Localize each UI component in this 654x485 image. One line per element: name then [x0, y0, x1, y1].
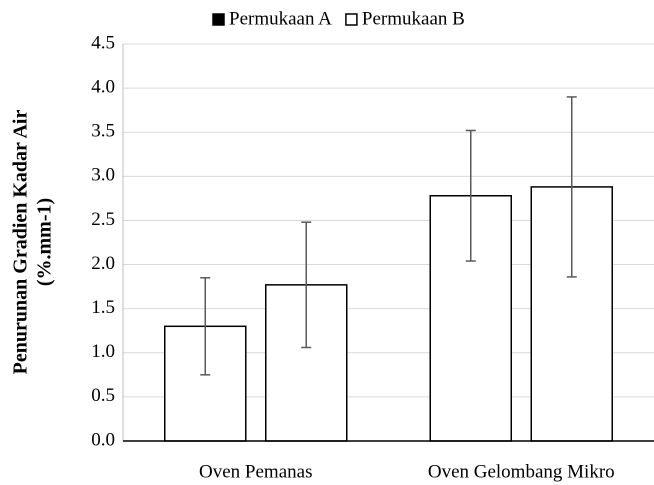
- y-tick-label: 4.5: [91, 32, 115, 53]
- y-tick-label: 2.0: [91, 253, 115, 274]
- y-tick-label: 3.0: [91, 165, 115, 186]
- y-tick-label: 4.0: [91, 76, 115, 97]
- legend-label: Permukaan A: [229, 8, 332, 29]
- y-axis-title-line: Penurunan Gradien Kadar Air: [10, 110, 32, 375]
- y-tick-label: 0.0: [91, 429, 115, 450]
- y-tick-label: 3.5: [91, 121, 115, 142]
- legend-swatch: [212, 13, 225, 26]
- x-tick-label: Oven Pemanas: [199, 461, 312, 482]
- y-tick-label: 1.5: [91, 297, 115, 318]
- legend-swatch: [345, 13, 358, 26]
- y-tick-label: 2.5: [91, 209, 115, 230]
- y-tick-label: 0.5: [91, 385, 115, 406]
- y-axis-title-line: (%.mm-1): [34, 198, 56, 286]
- x-tick-label: Oven Gelombang Mikro: [428, 461, 615, 482]
- y-axis-title: Penurunan Gradien Kadar Air (%.mm-1): [10, 110, 56, 375]
- y-tick-label: 1.0: [91, 341, 115, 362]
- legend-label: Permukaan B: [362, 8, 465, 29]
